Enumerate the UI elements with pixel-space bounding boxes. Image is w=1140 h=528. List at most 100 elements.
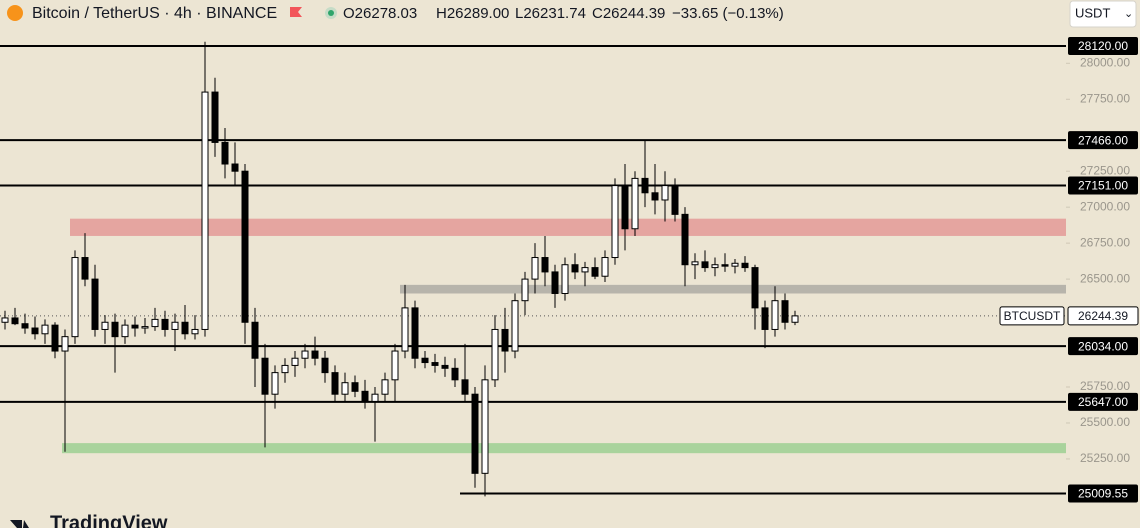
candle-body: [331, 372, 339, 395]
ohlc-change: −33.65 (−0.13%): [672, 5, 784, 22]
candle-body: [591, 267, 599, 277]
level-label: 26034.00: [1078, 339, 1128, 353]
candle-body: [101, 321, 109, 330]
candle-body: [511, 300, 519, 352]
candle-body: [41, 324, 49, 335]
candle-body: [221, 141, 229, 165]
coin-icon: [7, 5, 23, 21]
candle-body: [521, 278, 529, 302]
level-label: 27151.00: [1078, 179, 1128, 193]
currency-label[interactable]: USDT: [1075, 5, 1110, 20]
level-label: 28120.00: [1078, 39, 1128, 53]
candle-body: [321, 357, 329, 374]
candle-body: [271, 372, 279, 395]
candle-body: [71, 257, 79, 338]
candle-body: [121, 324, 129, 338]
candle-body: [251, 321, 259, 359]
level-badge: [1068, 131, 1138, 150]
candle-body: [11, 317, 19, 325]
candle-body: [391, 350, 399, 381]
candle-body: [241, 170, 249, 323]
header: Bitcoin / TetherUS · 4h · BINANCE O26278…: [7, 0, 1137, 28]
ohlc-close: C26244.39: [592, 5, 665, 22]
y-tick-label: 26750.00: [1080, 235, 1130, 249]
candle-body: [371, 393, 379, 402]
y-tick-label: 27250.00: [1080, 163, 1130, 177]
candle-body: [171, 321, 179, 330]
candle-body: [31, 327, 39, 335]
brand: TradingView: [10, 512, 168, 528]
flag-icon: [290, 7, 302, 17]
y-tick-label: 26500.00: [1080, 271, 1130, 285]
y-tick-label: 25250.00: [1080, 451, 1130, 465]
brand-icon: [10, 520, 29, 528]
candle-body: [491, 328, 499, 381]
candle-body: [731, 262, 739, 267]
candle-body: [81, 257, 89, 280]
candle-body: [301, 350, 309, 359]
zone: [70, 218, 1066, 236]
candle-body: [751, 267, 759, 309]
level-label: 25009.55: [1078, 487, 1128, 501]
zone: [400, 284, 1066, 294]
level-label: 27466.00: [1078, 133, 1128, 147]
candle-body: [611, 185, 619, 259]
level-badge: [1068, 484, 1138, 503]
candle-body: [261, 357, 269, 395]
candle-body: [421, 357, 429, 364]
zone: [62, 443, 1066, 454]
plot: 25250.00 25500.00 25750.00 26500.00 26750.00…: [0, 37, 1139, 503]
last-price-label: 26244.39: [1078, 309, 1128, 323]
level-badge: [1068, 176, 1138, 195]
candle-body: [581, 267, 589, 273]
ohlc-low: L26231.74: [515, 5, 586, 22]
candle-body: [111, 321, 119, 338]
candle-body: [291, 357, 299, 366]
candle-body: [201, 91, 209, 330]
candle-body: [531, 257, 539, 280]
currency-button[interactable]: [1069, 0, 1137, 28]
candle-body: [481, 379, 489, 474]
candle-body: [211, 91, 219, 143]
candle-body: [671, 185, 679, 215]
symbol-badge: [999, 306, 1065, 326]
candle-body: [1, 317, 9, 323]
candle-body: [281, 364, 289, 374]
candle-body: [151, 318, 159, 328]
y-tick-label: 27750.00: [1080, 91, 1130, 105]
level-badge: [1068, 392, 1138, 411]
candle-body: [381, 379, 389, 395]
candle-body: [501, 328, 509, 352]
symbol: Bitcoin / TetherUS · 4h · BINANCE: [32, 5, 277, 22]
candle-body: [361, 390, 369, 402]
candle-body: [51, 324, 59, 352]
candle-body: [781, 300, 789, 323]
candle-body: [401, 307, 409, 352]
y-tick-label: 28000.00: [1080, 55, 1130, 69]
symbol-label: BTCUSDT: [1004, 309, 1061, 323]
y-tick-label: 25500.00: [1080, 415, 1130, 429]
brand-name: TradingView: [50, 512, 168, 528]
candle-body: [131, 324, 139, 329]
candle-body: [191, 328, 199, 335]
candle-body: [181, 321, 189, 335]
last-price-badge: [1067, 306, 1139, 326]
candle-body: [691, 261, 699, 266]
candle-body: [631, 177, 639, 230]
level-badge: [1068, 337, 1138, 356]
candle-body: [311, 350, 319, 359]
candle-body: [231, 163, 239, 172]
candle-body: [771, 300, 779, 330]
candle-body: [341, 382, 349, 395]
candle-body: [601, 257, 609, 277]
candle-body: [451, 367, 459, 381]
candle-body: [541, 257, 549, 273]
candle-body: [61, 336, 69, 352]
y-tick-label: 27000.00: [1080, 199, 1130, 213]
candle-body: [711, 264, 719, 269]
candle-body: [91, 278, 99, 330]
y-tick-label: 25750.00: [1080, 379, 1130, 393]
level-badge: [1068, 37, 1138, 56]
candle-body: [621, 185, 629, 230]
